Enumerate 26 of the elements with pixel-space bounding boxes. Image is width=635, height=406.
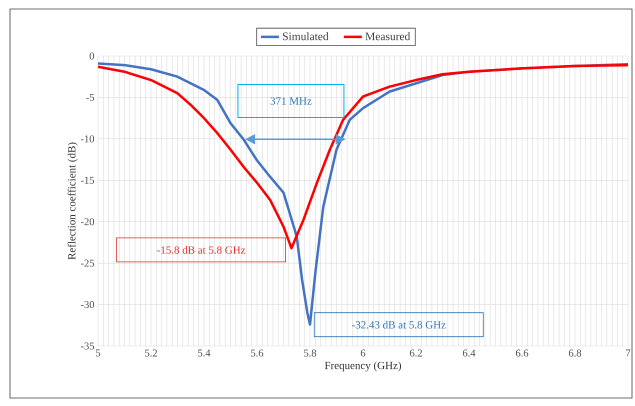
x-tick-label: 5.6 — [251, 350, 264, 357]
legend-label: Simulated — [282, 32, 329, 40]
x-tick-label: 7 — [626, 350, 630, 356]
y-tick-label: -5 — [86, 94, 94, 101]
x-tick-label: 5.2 — [145, 350, 157, 357]
x-tick-label: 6.8 — [568, 350, 582, 357]
y-tick-label: -15 — [80, 176, 94, 184]
x-tick-label: 5.8 — [304, 350, 316, 357]
annotation: -15.8 dB at 5.8 GHz — [157, 246, 246, 254]
x-tick-label: 5.4 — [198, 350, 210, 357]
legend-label: Measured — [365, 32, 410, 40]
annotation: 371 MHz — [270, 97, 312, 105]
y-axis-title: Reflection coefficient (dB) — [68, 142, 78, 260]
x-tick-label: 6.4 — [462, 350, 476, 357]
annotation: -32.43 dB at 5.8 GHz — [352, 320, 446, 329]
y-tick-label: -35 — [80, 342, 94, 350]
x-tick-label: 5 — [96, 350, 100, 356]
y-tick-label: -20 — [80, 218, 94, 226]
x-tick-label: 6 — [360, 350, 366, 357]
y-tick-label: -30 — [80, 301, 94, 308]
y-tick-label: -10 — [80, 135, 94, 142]
y-tick-label: -25 — [80, 260, 94, 267]
x-axis-title: Frequency (GHz) — [324, 361, 402, 372]
x-tick-label: 6.2 — [410, 350, 422, 357]
y-tick-label: 0 — [90, 52, 94, 60]
x-tick-label: 6.6 — [516, 350, 528, 357]
